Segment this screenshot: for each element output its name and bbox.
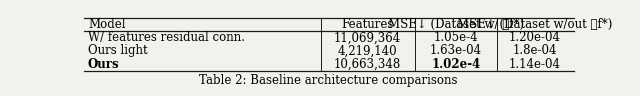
Text: MSE↓ (Dataset w/ ℓf*): MSE↓ (Dataset w/ ℓf*) xyxy=(388,18,524,31)
Text: W/ features residual conn.: W/ features residual conn. xyxy=(88,31,245,44)
Text: 10,663,348: 10,663,348 xyxy=(334,58,401,71)
Text: Ours: Ours xyxy=(88,58,120,71)
Text: 1.02e-4: 1.02e-4 xyxy=(431,58,481,71)
Text: 11,069,364: 11,069,364 xyxy=(334,31,401,44)
Text: Table 2: Baseline architecture comparisons: Table 2: Baseline architecture compariso… xyxy=(199,74,457,87)
Text: 1.14e-04: 1.14e-04 xyxy=(509,58,561,71)
Text: 4,219,140: 4,219,140 xyxy=(338,44,397,58)
Text: 1.05e-4: 1.05e-4 xyxy=(433,31,478,44)
Text: MSE↓ (Dataset w/out ℓf*): MSE↓ (Dataset w/out ℓf*) xyxy=(458,18,612,31)
Text: Features: Features xyxy=(342,18,394,31)
Text: Ours light: Ours light xyxy=(88,44,148,58)
Text: 1.8e-04: 1.8e-04 xyxy=(513,44,557,58)
Text: Model: Model xyxy=(88,18,125,31)
Text: 1.63e-04: 1.63e-04 xyxy=(429,44,482,58)
Text: 1.20e-04: 1.20e-04 xyxy=(509,31,561,44)
